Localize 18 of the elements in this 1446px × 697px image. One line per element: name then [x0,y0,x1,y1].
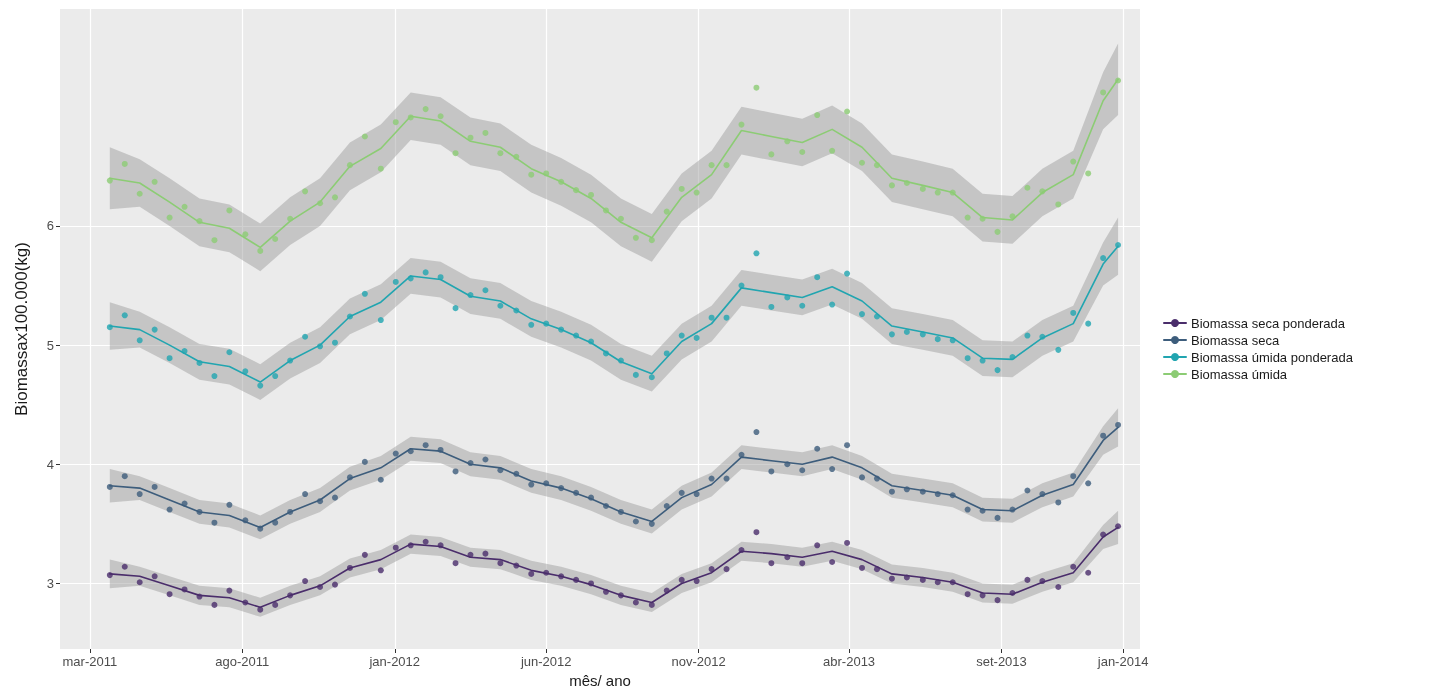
x-tick-label: nov-2012 [671,654,726,669]
y-tick-label: 5 [46,337,54,353]
y-axis-title: Biomassax100.000(kg) [12,242,31,416]
y-tick-label: 4 [46,456,54,472]
x-tick-label: ago-2011 [215,654,270,669]
x-tick-label: jun-2012 [519,654,572,669]
x-tick-label: jan-2014 [1096,654,1149,669]
legend-label: Biomassa úmida [1191,366,1288,382]
y-tick-label: 3 [46,575,54,591]
legend-label: Biomassa seca [1191,332,1280,348]
x-tick-label: jan-2012 [368,654,421,669]
legend-label: Biomassa seca ponderada [1191,315,1346,331]
x-tick-label: mar-2011 [62,654,118,669]
legend-label: Biomassa úmida ponderada [1191,349,1354,365]
x-axis-title: mês/ ano [569,672,631,689]
x-tick-label: abr-2013 [823,654,876,669]
x-tick-label: set-2013 [976,654,1027,669]
y-tick-label: 6 [46,218,54,234]
